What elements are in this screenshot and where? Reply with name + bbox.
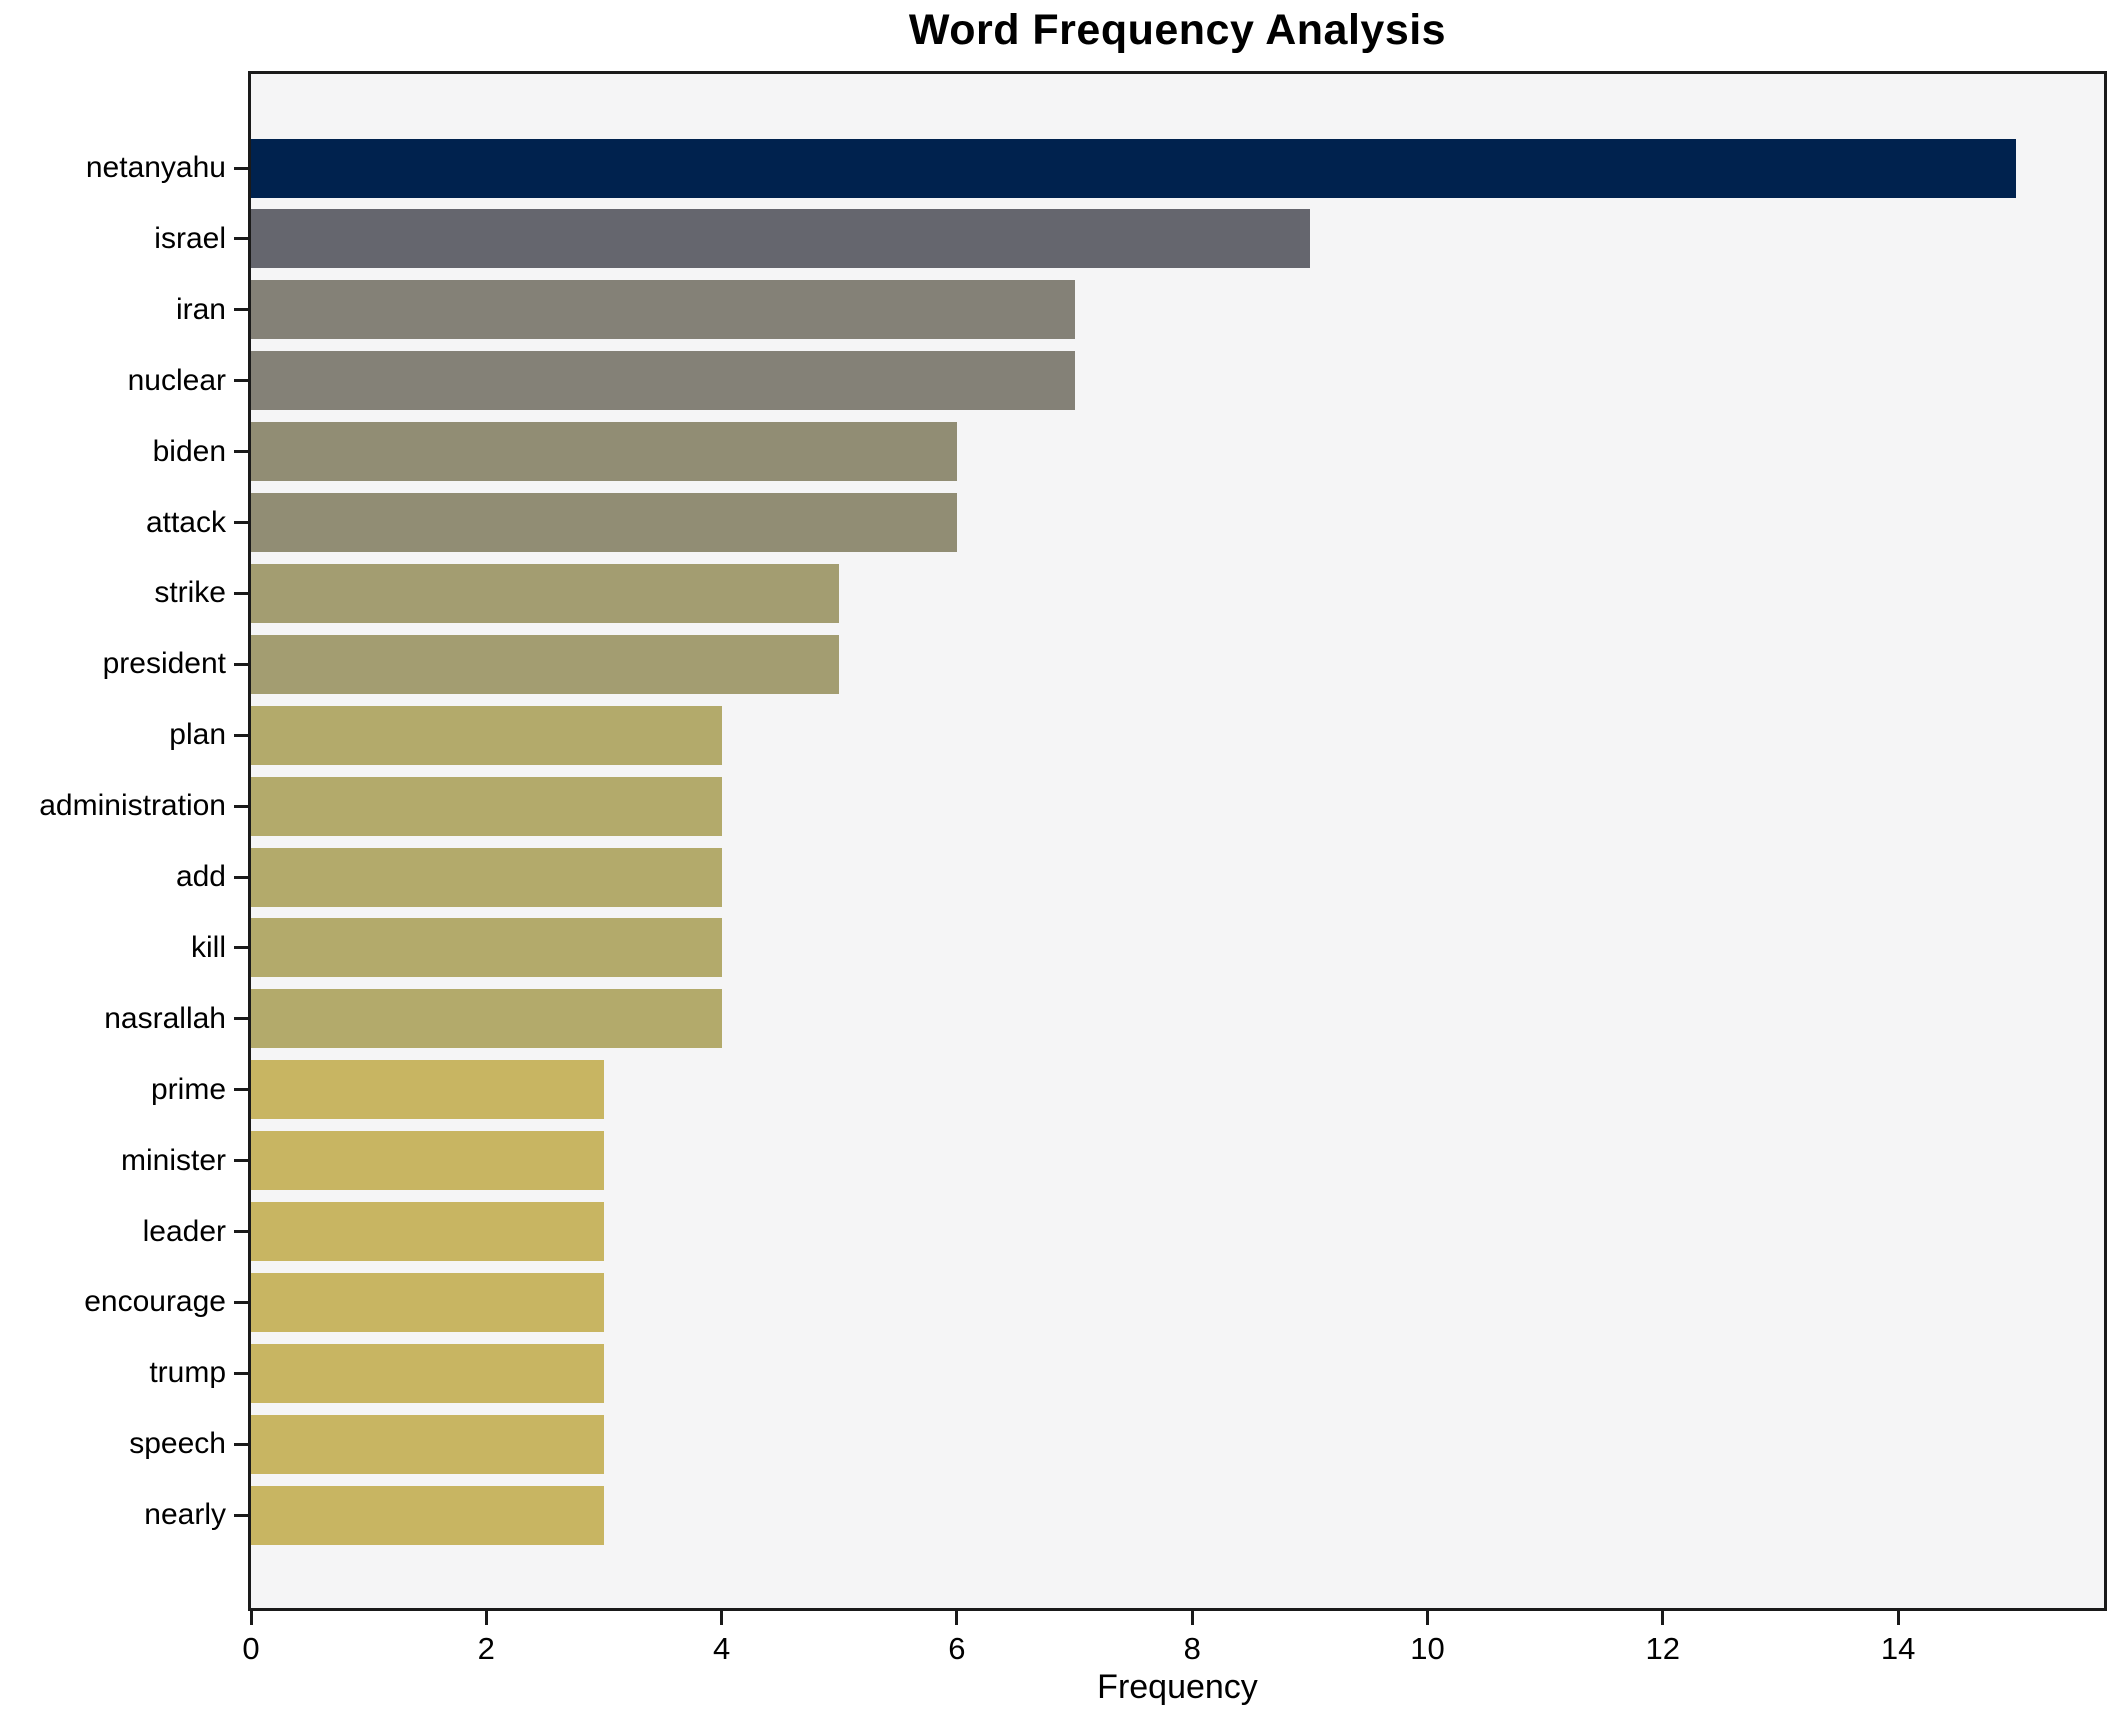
- x-axis-label: Frequency: [1097, 1668, 1258, 1706]
- bar-nuclear: [251, 351, 1075, 411]
- y-tick-nasrallah: [234, 1017, 248, 1021]
- y-tick-label-netanyahu: netanyahu: [85, 151, 226, 184]
- bar-plan: [251, 705, 722, 765]
- y-tick-label-israel: israel: [154, 221, 226, 255]
- bar-speech: [251, 1414, 604, 1474]
- y-tick-kill: [234, 946, 248, 950]
- y-tick-strike: [234, 591, 248, 595]
- y-tick-label-nearly: nearly: [144, 1498, 226, 1532]
- y-tick-president: [234, 662, 248, 666]
- x-tick-label-12: 12: [1645, 1631, 1681, 1666]
- x-tick-12: [1661, 1611, 1665, 1625]
- x-tick-label-14: 14: [1880, 1631, 1916, 1666]
- y-tick-prime: [234, 1088, 248, 1092]
- bar-administration: [251, 776, 722, 836]
- y-tick-attack: [234, 521, 248, 524]
- chart-title: Word Frequency Analysis: [908, 6, 1447, 54]
- x-tick-4: [720, 1611, 724, 1625]
- bar-prime: [251, 1060, 604, 1120]
- bar-strike: [251, 563, 840, 623]
- x-tick-label-2: 2: [477, 1631, 495, 1666]
- x-tick-0: [249, 1611, 253, 1625]
- x-tick-14: [1896, 1611, 1900, 1625]
- x-tick-label-0: 0: [242, 1631, 260, 1666]
- y-tick-label-trump: trump: [149, 1356, 226, 1390]
- y-tick-label-plan: plan: [169, 718, 226, 752]
- x-tick-label-8: 8: [1183, 1631, 1201, 1666]
- y-tick-label-prime: prime: [150, 1072, 226, 1106]
- y-tick-label-biden: biden: [152, 434, 226, 468]
- bar-biden: [251, 422, 957, 482]
- y-tick-label-minister: minister: [120, 1143, 226, 1177]
- y-tick-label-speech: speech: [129, 1427, 226, 1461]
- x-tick-6: [955, 1611, 959, 1625]
- bar-president: [251, 634, 840, 694]
- y-tick-label-nuclear: nuclear: [127, 363, 226, 397]
- bar-minister: [251, 1131, 604, 1191]
- bar-nasrallah: [251, 989, 722, 1049]
- bar-trump: [251, 1343, 604, 1403]
- x-tick-8: [1190, 1611, 1194, 1625]
- x-tick-10: [1426, 1611, 1429, 1625]
- y-tick-administration: [234, 804, 248, 808]
- y-tick-label-leader: leader: [142, 1214, 226, 1248]
- y-tick-label-iran: iran: [175, 292, 226, 326]
- bar-netanyahu: [251, 138, 2016, 198]
- bar-leader: [251, 1202, 604, 1261]
- bar-encourage: [251, 1272, 604, 1332]
- y-tick-encourage: [234, 1300, 248, 1304]
- y-tick-label-president: president: [102, 647, 226, 681]
- y-tick-label-administration: administration: [39, 789, 226, 823]
- y-tick-minister: [234, 1159, 248, 1163]
- bar-attack: [251, 493, 957, 552]
- y-tick-israel: [234, 237, 248, 241]
- y-tick-label-kill: kill: [191, 930, 226, 964]
- y-tick-iran: [234, 308, 248, 312]
- y-tick-add: [234, 875, 248, 879]
- y-tick-nuclear: [234, 379, 248, 383]
- y-tick-plan: [234, 733, 248, 737]
- x-tick-label-6: 6: [948, 1631, 966, 1666]
- x-tick-2: [484, 1611, 488, 1625]
- y-tick-label-strike: strike: [154, 576, 226, 610]
- x-tick-label-4: 4: [712, 1631, 731, 1666]
- bar-kill: [251, 918, 722, 978]
- y-tick-speech: [234, 1442, 248, 1446]
- x-tick-label-10: 10: [1410, 1631, 1445, 1666]
- y-tick-biden: [234, 450, 248, 454]
- y-tick-trump: [234, 1371, 248, 1375]
- y-tick-label-attack: attack: [145, 505, 226, 539]
- y-tick-netanyahu: [234, 166, 248, 170]
- plot-area: [248, 71, 2107, 1611]
- y-tick-leader: [234, 1230, 248, 1233]
- y-tick-label-nasrallah: nasrallah: [104, 1001, 226, 1035]
- y-tick-nearly: [234, 1513, 248, 1517]
- bar-israel: [251, 209, 1310, 269]
- y-tick-label-encourage: encourage: [84, 1285, 226, 1319]
- bar-add: [251, 847, 722, 907]
- bar-nearly: [251, 1485, 604, 1545]
- y-tick-label-add: add: [175, 860, 226, 893]
- bar-iran: [251, 280, 1075, 340]
